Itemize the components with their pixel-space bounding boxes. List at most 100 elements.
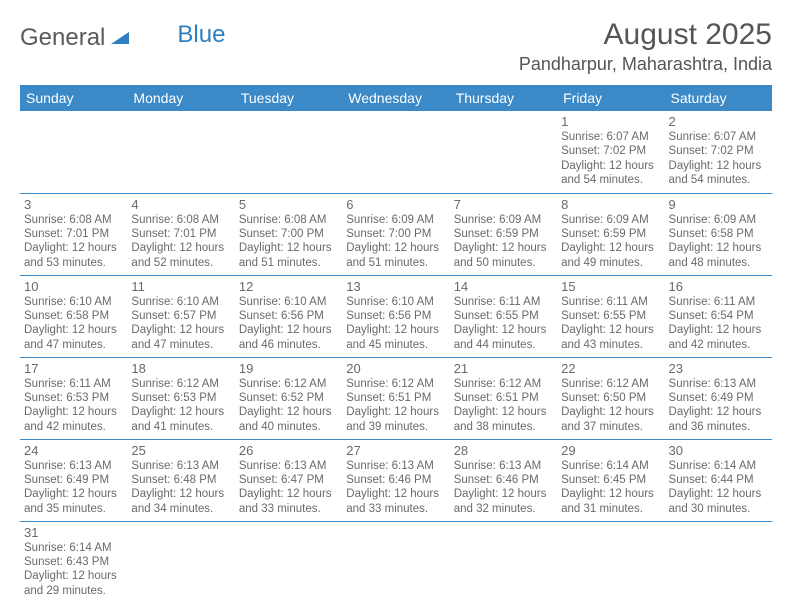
sunset-line: Sunset: 6:46 PM [454, 473, 553, 487]
day-number: 2 [669, 114, 768, 129]
sunrise-line: Sunrise: 6:08 AM [239, 213, 338, 227]
day-number: 11 [131, 279, 230, 294]
calendar-cell [127, 521, 234, 603]
sunset-line: Sunset: 6:56 PM [346, 309, 445, 323]
sunrise-line: Sunrise: 6:12 AM [239, 377, 338, 391]
calendar-cell: 25Sunrise: 6:13 AMSunset: 6:48 PMDayligh… [127, 439, 234, 521]
sunrise-line: Sunrise: 6:13 AM [131, 459, 230, 473]
calendar-cell [450, 111, 557, 193]
sunset-line: Sunset: 6:51 PM [454, 391, 553, 405]
sunrise-line: Sunrise: 6:07 AM [669, 130, 768, 144]
sunrise-line: Sunrise: 6:10 AM [346, 295, 445, 309]
sunset-line: Sunset: 6:54 PM [669, 309, 768, 323]
calendar-cell [235, 111, 342, 193]
sunset-line: Sunset: 6:56 PM [239, 309, 338, 323]
weekday-header: Friday [557, 85, 664, 111]
sunset-line: Sunset: 6:44 PM [669, 473, 768, 487]
calendar-cell [235, 521, 342, 603]
daylight-line: Daylight: 12 hours and 41 minutes. [131, 405, 230, 434]
day-number: 9 [669, 197, 768, 212]
calendar-cell: 11Sunrise: 6:10 AMSunset: 6:57 PMDayligh… [127, 275, 234, 357]
calendar-week-row: 17Sunrise: 6:11 AMSunset: 6:53 PMDayligh… [20, 357, 772, 439]
calendar-cell: 26Sunrise: 6:13 AMSunset: 6:47 PMDayligh… [235, 439, 342, 521]
daylight-line: Daylight: 12 hours and 33 minutes. [239, 487, 338, 516]
daylight-line: Daylight: 12 hours and 37 minutes. [561, 405, 660, 434]
sunset-line: Sunset: 6:52 PM [239, 391, 338, 405]
day-number: 27 [346, 443, 445, 458]
sunrise-line: Sunrise: 6:14 AM [561, 459, 660, 473]
calendar-cell: 1Sunrise: 6:07 AMSunset: 7:02 PMDaylight… [557, 111, 664, 193]
sunset-line: Sunset: 7:01 PM [24, 227, 123, 241]
calendar-cell: 19Sunrise: 6:12 AMSunset: 6:52 PMDayligh… [235, 357, 342, 439]
daylight-line: Daylight: 12 hours and 51 minutes. [239, 241, 338, 270]
calendar-cell [20, 111, 127, 193]
calendar-cell: 13Sunrise: 6:10 AMSunset: 6:56 PMDayligh… [342, 275, 449, 357]
calendar-week-row: 31Sunrise: 6:14 AMSunset: 6:43 PMDayligh… [20, 521, 772, 603]
day-number: 15 [561, 279, 660, 294]
daylight-line: Daylight: 12 hours and 40 minutes. [239, 405, 338, 434]
daylight-line: Daylight: 12 hours and 43 minutes. [561, 323, 660, 352]
calendar-cell: 23Sunrise: 6:13 AMSunset: 6:49 PMDayligh… [665, 357, 772, 439]
calendar-cell: 3Sunrise: 6:08 AMSunset: 7:01 PMDaylight… [20, 193, 127, 275]
day-number: 12 [239, 279, 338, 294]
calendar-cell: 30Sunrise: 6:14 AMSunset: 6:44 PMDayligh… [665, 439, 772, 521]
sunset-line: Sunset: 7:00 PM [346, 227, 445, 241]
daylight-line: Daylight: 12 hours and 42 minutes. [669, 323, 768, 352]
weekday-header: Wednesday [342, 85, 449, 111]
page-title: August 2025 [519, 18, 772, 52]
weekday-header: Monday [127, 85, 234, 111]
calendar-cell: 28Sunrise: 6:13 AMSunset: 6:46 PMDayligh… [450, 439, 557, 521]
sunrise-line: Sunrise: 6:12 AM [346, 377, 445, 391]
daylight-line: Daylight: 12 hours and 54 minutes. [669, 159, 768, 188]
sunset-line: Sunset: 6:48 PM [131, 473, 230, 487]
day-number: 29 [561, 443, 660, 458]
sunset-line: Sunset: 6:47 PM [239, 473, 338, 487]
brand-part2: Blue [177, 21, 225, 49]
sunrise-line: Sunrise: 6:08 AM [131, 213, 230, 227]
brand-part1: General [20, 24, 105, 52]
day-number: 25 [131, 443, 230, 458]
header: General Blue August 2025 Pandharpur, Mah… [20, 18, 772, 75]
daylight-line: Daylight: 12 hours and 47 minutes. [24, 323, 123, 352]
sunrise-line: Sunrise: 6:09 AM [561, 213, 660, 227]
sunrise-line: Sunrise: 6:09 AM [346, 213, 445, 227]
sunrise-line: Sunrise: 6:11 AM [454, 295, 553, 309]
sunset-line: Sunset: 6:58 PM [669, 227, 768, 241]
sunrise-line: Sunrise: 6:11 AM [669, 295, 768, 309]
sunset-line: Sunset: 6:46 PM [346, 473, 445, 487]
daylight-line: Daylight: 12 hours and 30 minutes. [669, 487, 768, 516]
calendar-cell: 4Sunrise: 6:08 AMSunset: 7:01 PMDaylight… [127, 193, 234, 275]
title-block: August 2025 Pandharpur, Maharashtra, Ind… [519, 18, 772, 75]
weekday-header: Sunday [20, 85, 127, 111]
day-number: 10 [24, 279, 123, 294]
daylight-line: Daylight: 12 hours and 47 minutes. [131, 323, 230, 352]
sunrise-line: Sunrise: 6:09 AM [454, 213, 553, 227]
weekday-header: Saturday [665, 85, 772, 111]
day-number: 6 [346, 197, 445, 212]
sunrise-line: Sunrise: 6:13 AM [239, 459, 338, 473]
sunrise-line: Sunrise: 6:13 AM [454, 459, 553, 473]
sunrise-line: Sunrise: 6:14 AM [669, 459, 768, 473]
calendar-cell: 27Sunrise: 6:13 AMSunset: 6:46 PMDayligh… [342, 439, 449, 521]
day-number: 20 [346, 361, 445, 376]
weekday-header: Tuesday [235, 85, 342, 111]
day-number: 18 [131, 361, 230, 376]
sunrise-line: Sunrise: 6:08 AM [24, 213, 123, 227]
calendar-cell: 9Sunrise: 6:09 AMSunset: 6:58 PMDaylight… [665, 193, 772, 275]
day-number: 26 [239, 443, 338, 458]
sunset-line: Sunset: 6:49 PM [24, 473, 123, 487]
calendar-cell: 22Sunrise: 6:12 AMSunset: 6:50 PMDayligh… [557, 357, 664, 439]
sunset-line: Sunset: 7:02 PM [561, 144, 660, 158]
sunrise-line: Sunrise: 6:10 AM [24, 295, 123, 309]
calendar-cell [450, 521, 557, 603]
sunrise-line: Sunrise: 6:14 AM [24, 541, 123, 555]
daylight-line: Daylight: 12 hours and 48 minutes. [669, 241, 768, 270]
day-number: 21 [454, 361, 553, 376]
sunrise-line: Sunrise: 6:12 AM [561, 377, 660, 391]
day-number: 4 [131, 197, 230, 212]
sunrise-line: Sunrise: 6:13 AM [669, 377, 768, 391]
calendar-cell [665, 521, 772, 603]
calendar-cell: 20Sunrise: 6:12 AMSunset: 6:51 PMDayligh… [342, 357, 449, 439]
calendar-cell: 21Sunrise: 6:12 AMSunset: 6:51 PMDayligh… [450, 357, 557, 439]
calendar-week-row: 1Sunrise: 6:07 AMSunset: 7:02 PMDaylight… [20, 111, 772, 193]
